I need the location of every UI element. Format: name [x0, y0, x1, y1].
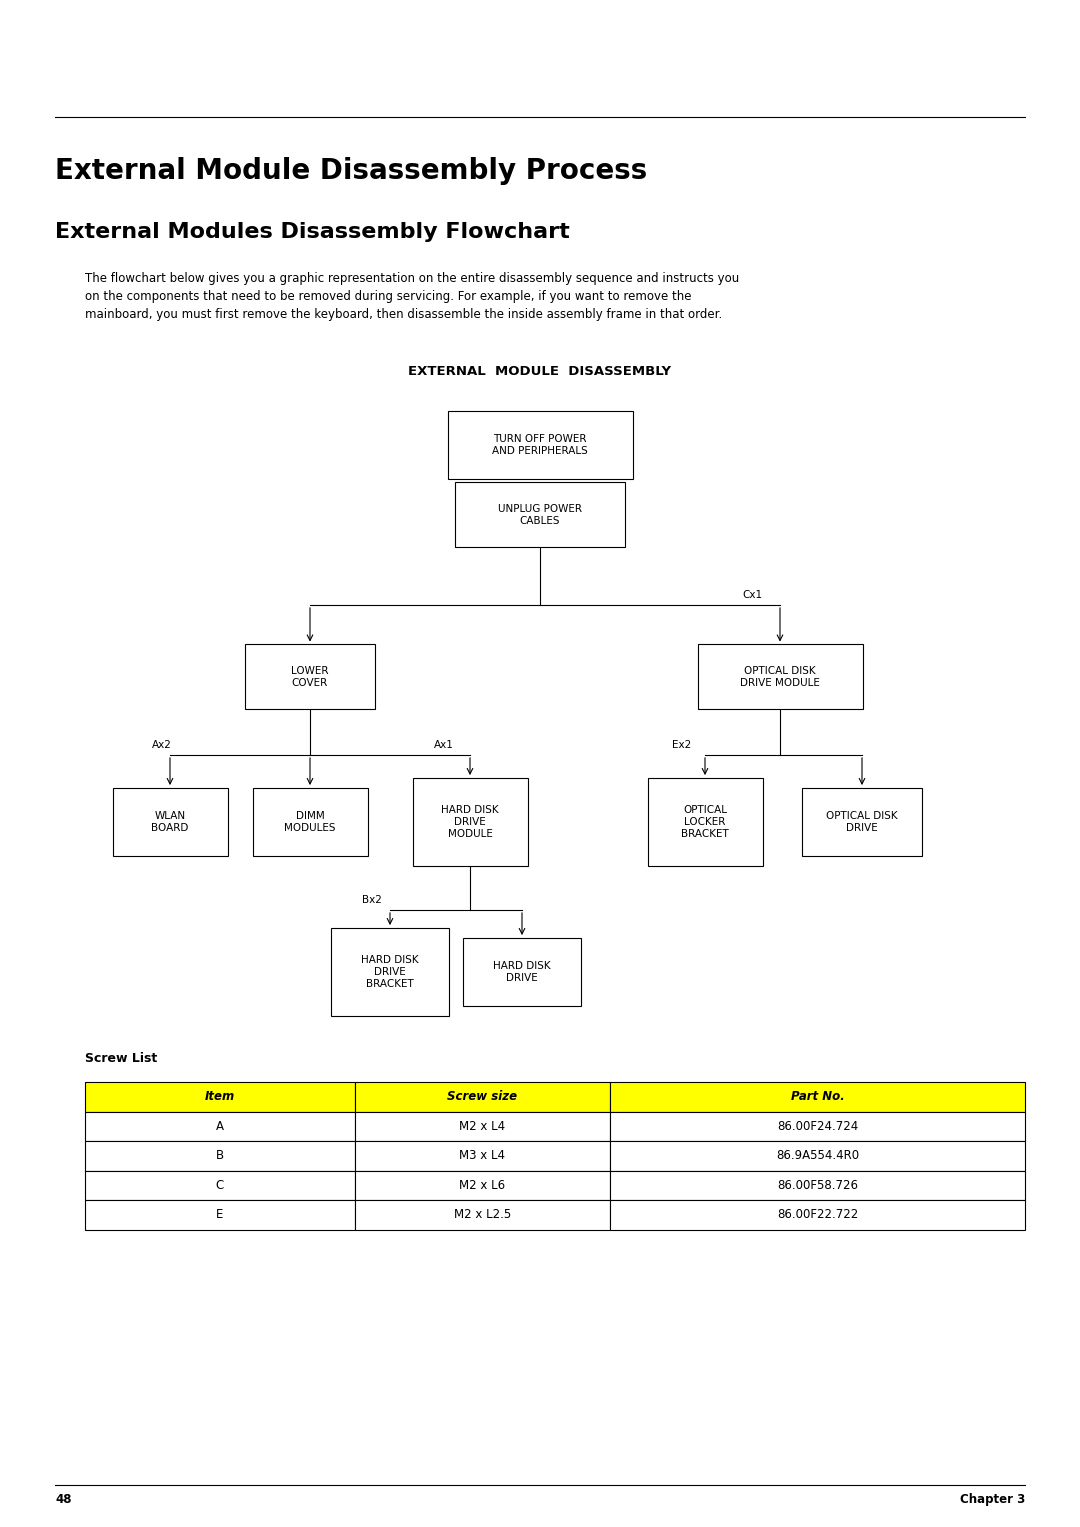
- Text: Bx2: Bx2: [362, 895, 382, 906]
- Text: The flowchart below gives you a graphic representation on the entire disassembly: The flowchart below gives you a graphic …: [85, 272, 739, 321]
- Text: Ax2: Ax2: [152, 741, 172, 750]
- Text: DIMM
MODULES: DIMM MODULES: [284, 811, 336, 832]
- Bar: [85, 1083, 355, 1112]
- Text: M2 x L4: M2 x L4: [459, 1119, 505, 1133]
- Text: TURN OFF POWER
AND PERIPHERALS: TURN OFF POWER AND PERIPHERALS: [492, 434, 588, 455]
- Text: External Module Disassembly Process: External Module Disassembly Process: [55, 157, 647, 185]
- Bar: [355, 1083, 610, 1112]
- Text: Ex2: Ex2: [672, 741, 691, 750]
- Bar: [85, 1200, 355, 1229]
- FancyBboxPatch shape: [253, 788, 367, 857]
- Text: WLAN
BOARD: WLAN BOARD: [151, 811, 189, 832]
- Text: B: B: [216, 1150, 224, 1162]
- FancyBboxPatch shape: [455, 483, 625, 548]
- FancyBboxPatch shape: [463, 938, 581, 1006]
- Bar: [610, 1171, 1025, 1200]
- Text: HARD DISK
DRIVE
BRACKET: HARD DISK DRIVE BRACKET: [361, 956, 419, 988]
- Bar: [610, 1112, 1025, 1141]
- Text: External Modules Disassembly Flowchart: External Modules Disassembly Flowchart: [55, 221, 570, 241]
- Text: OPTICAL
LOCKER
BRACKET: OPTICAL LOCKER BRACKET: [681, 805, 729, 838]
- Text: Part No.: Part No.: [791, 1090, 845, 1102]
- Bar: [85, 1112, 355, 1141]
- FancyBboxPatch shape: [245, 644, 375, 710]
- Bar: [85, 1141, 355, 1171]
- Text: M3 x L4: M3 x L4: [459, 1150, 505, 1162]
- FancyBboxPatch shape: [698, 644, 863, 710]
- Text: C: C: [216, 1179, 225, 1191]
- Text: M2 x L6: M2 x L6: [459, 1179, 505, 1191]
- Text: EXTERNAL  MODULE  DISASSEMBLY: EXTERNAL MODULE DISASSEMBLY: [408, 365, 672, 379]
- Bar: [355, 1200, 610, 1229]
- Text: LOWER
COVER: LOWER COVER: [292, 666, 328, 687]
- Text: M2 x L2.5: M2 x L2.5: [454, 1208, 511, 1222]
- Bar: [355, 1141, 610, 1171]
- FancyBboxPatch shape: [112, 788, 228, 857]
- Text: Ax1: Ax1: [434, 741, 454, 750]
- Bar: [610, 1083, 1025, 1112]
- Bar: [610, 1200, 1025, 1229]
- Bar: [85, 1171, 355, 1200]
- Text: OPTICAL DISK
DRIVE: OPTICAL DISK DRIVE: [826, 811, 897, 832]
- Text: 86.9A554.4R0: 86.9A554.4R0: [775, 1150, 859, 1162]
- Text: Cx1: Cx1: [742, 589, 762, 600]
- Text: HARD DISK
DRIVE
MODULE: HARD DISK DRIVE MODULE: [442, 805, 499, 838]
- Text: E: E: [216, 1208, 224, 1222]
- Text: 86.00F58.726: 86.00F58.726: [777, 1179, 858, 1191]
- Text: A: A: [216, 1119, 224, 1133]
- Bar: [355, 1171, 610, 1200]
- Text: 86.00F24.724: 86.00F24.724: [777, 1119, 859, 1133]
- Text: 48: 48: [55, 1493, 71, 1506]
- Text: HARD DISK
DRIVE: HARD DISK DRIVE: [494, 960, 551, 983]
- FancyBboxPatch shape: [447, 411, 633, 479]
- Text: Screw size: Screw size: [447, 1090, 517, 1102]
- FancyBboxPatch shape: [648, 777, 762, 866]
- Text: Item: Item: [205, 1090, 235, 1102]
- FancyBboxPatch shape: [413, 777, 527, 866]
- Text: Chapter 3: Chapter 3: [960, 1493, 1025, 1506]
- Bar: [355, 1112, 610, 1141]
- FancyBboxPatch shape: [330, 928, 449, 1015]
- Text: UNPLUG POWER
CABLES: UNPLUG POWER CABLES: [498, 504, 582, 525]
- FancyBboxPatch shape: [802, 788, 922, 857]
- Text: 86.00F22.722: 86.00F22.722: [777, 1208, 859, 1222]
- Text: Screw List: Screw List: [85, 1052, 158, 1064]
- Text: OPTICAL DISK
DRIVE MODULE: OPTICAL DISK DRIVE MODULE: [740, 666, 820, 687]
- Bar: [610, 1141, 1025, 1171]
